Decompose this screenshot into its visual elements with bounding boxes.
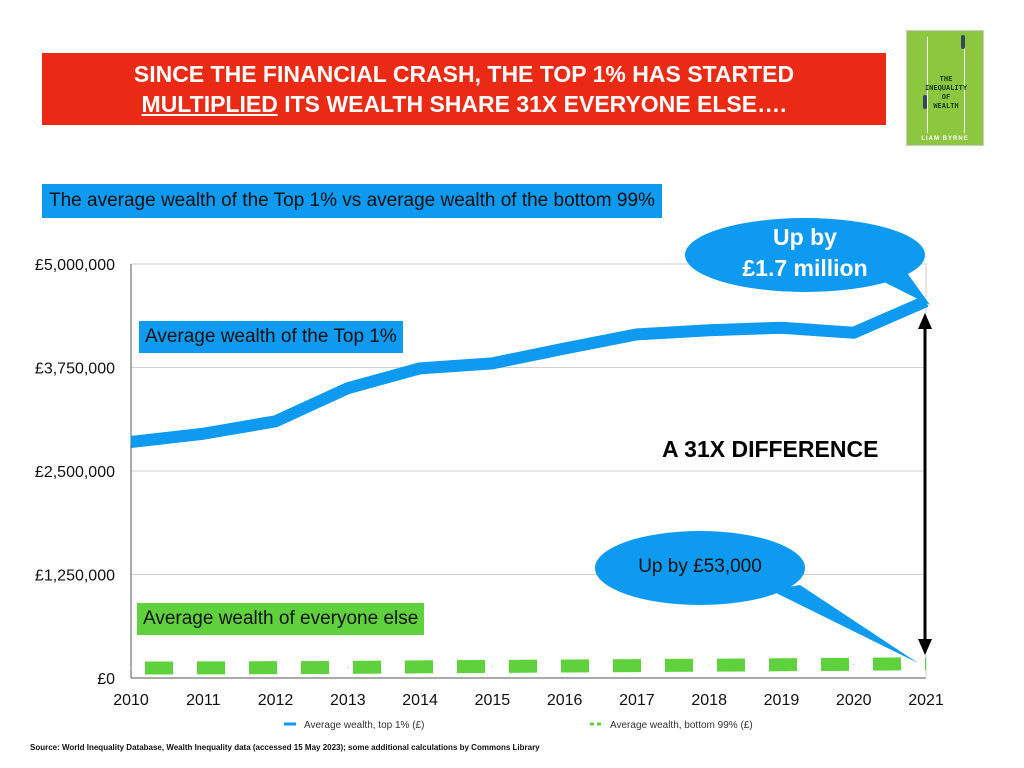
book-line-left	[927, 37, 928, 133]
x-tick-label: 2010	[113, 692, 149, 709]
data-point	[564, 347, 566, 349]
bubble-top-text-content: Up by £1.7 million	[742, 224, 868, 281]
y-tick-label: £1,250,000	[35, 568, 115, 585]
data-point	[347, 666, 349, 668]
bubble-bottom-shape	[595, 531, 805, 605]
chart-annotations	[595, 218, 932, 663]
data-point	[419, 666, 421, 668]
x-tick-label: 2011	[186, 692, 221, 709]
top-series-label: Average wealth of the Top 1%	[139, 321, 403, 353]
data-point	[636, 333, 638, 335]
y-tick-label: £0	[97, 671, 115, 688]
data-point	[347, 387, 349, 389]
source-note: Source: World Inequality Database, Wealt…	[30, 743, 540, 752]
data-point	[780, 327, 782, 329]
data-point	[708, 664, 710, 666]
chart-series	[130, 295, 929, 675]
legend-label-top: Average wealth, top 1% (£)	[304, 720, 424, 731]
bubble-top-tail	[880, 270, 930, 305]
x-tick-label: 2020	[836, 692, 872, 709]
headline-line-2: MULTIPLIED ITS WEALTH SHARE 31X EVERYONE…	[142, 89, 787, 119]
x-tick-label: 2014	[402, 692, 438, 709]
x-axis-ticks: 2010 2011 2012 2013 2014 2015 2016 2017 2018 2019…	[113, 692, 944, 709]
data-point	[130, 441, 132, 443]
book-title: THE INEQUALITY OF WEALTH	[924, 75, 968, 110]
bubble-top-text: Up by £1.7 million	[700, 222, 910, 284]
x-tick-label: 2012	[258, 692, 294, 709]
data-point	[202, 433, 204, 435]
headline-banner: SINCE THE FINANCIAL CRASH, THE TOP 1% HA…	[42, 53, 886, 125]
data-point	[275, 667, 277, 669]
bubble-top-shape	[685, 218, 925, 292]
book-author: LIAM BYRNE	[921, 136, 969, 142]
difference-label: A 31X DIFFERENCE	[662, 436, 879, 462]
y-axis-ticks: £0 £1,250,000 £2,500,000 £3,750,000 £5,000,0…	[35, 257, 115, 688]
y-tick-label: £2,500,000	[35, 464, 115, 481]
data-point	[491, 665, 493, 667]
book-figure-bottom	[923, 95, 927, 109]
data-point	[853, 663, 855, 665]
data-point	[202, 667, 204, 669]
y-tick-label: £5,000,000	[35, 257, 115, 274]
series-line-top	[130, 295, 929, 448]
chart-legend: Average wealth, top 1% (£) Average wealt…	[284, 720, 753, 731]
x-tick-label: 2017	[619, 692, 655, 709]
book-line-right	[964, 37, 965, 133]
data-point	[780, 664, 782, 666]
data-point	[708, 329, 710, 331]
data-point	[853, 332, 855, 334]
headline-emphasis: MULTIPLIED	[141, 91, 278, 117]
bubble-bottom-text: Up by £53,000	[638, 556, 762, 577]
data-point	[491, 362, 493, 364]
x-tick-label: 2018	[691, 692, 727, 709]
headline-line-1: SINCE THE FINANCIAL CRASH, THE TOP 1% HA…	[133, 61, 795, 87]
data-point	[636, 665, 638, 667]
series-line-bottom	[130, 657, 927, 675]
x-tick-label: 2016	[547, 692, 583, 709]
book-cover-image: THE INEQUALITY OF WEALTH LIAM BYRNE	[906, 30, 984, 146]
x-tick-label: 2021	[908, 692, 944, 709]
data-point	[275, 420, 277, 422]
difference-arrow-head-bottom	[918, 639, 932, 655]
bottom-series-label: Average wealth of everyone else	[137, 603, 425, 635]
x-tick-label: 2019	[764, 692, 800, 709]
data-point	[419, 367, 421, 369]
y-tick-label: £3,750,000	[35, 361, 115, 378]
chart-subtitle: The average wealth of the Top 1% vs aver…	[42, 184, 662, 218]
headline-line-2-rest: ITS WEALTH SHARE 31X EVERYONE ELSE….	[277, 91, 787, 117]
x-tick-label: 2015	[475, 692, 511, 709]
data-point	[564, 665, 566, 667]
x-tick-label: 2013	[330, 692, 366, 709]
difference-arrow-head-top	[918, 313, 932, 329]
bubble-bottom-tail	[770, 585, 918, 663]
book-figure-top	[961, 35, 965, 49]
legend-label-bottom: Average wealth, bottom 99% (£)	[610, 720, 753, 731]
data-point	[130, 667, 132, 669]
data-point	[925, 663, 927, 665]
